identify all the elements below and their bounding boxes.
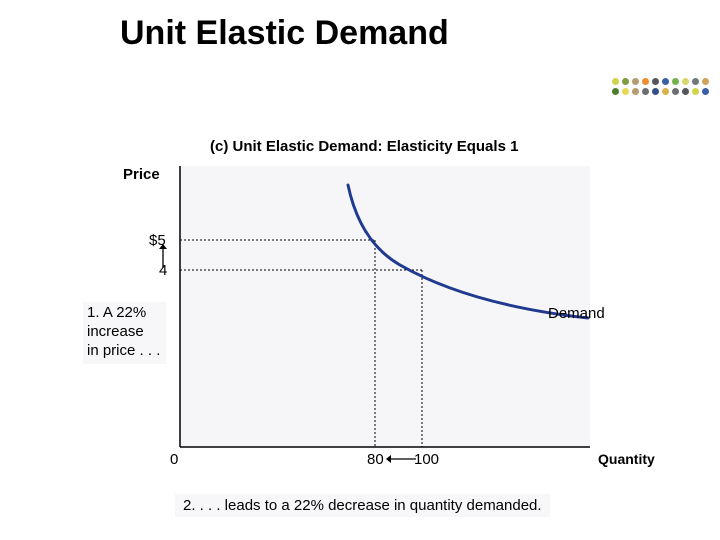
annotation-price-increase: 1. A 22% increase in price . . . [83,302,166,364]
plot-background [180,166,590,447]
origin-label: 0 [170,451,178,468]
demand-curve-label: Demand [548,305,605,322]
x-tick-100: 100 [414,451,439,468]
y-tick-5: $5 [149,232,166,249]
x-axis-label: Quantity [598,451,655,467]
quantity-decrease-arrow [386,455,416,463]
annotation-quantity-decrease: 2. . . . leads to a 22% decrease in quan… [175,494,550,517]
x-tick-80: 80 [367,451,384,468]
annotation-line: 1. A 22% [87,304,160,323]
annotation-line: increase [87,323,160,342]
y-tick-4: 4 [159,262,167,279]
y-axis-label: Price [123,166,160,183]
annotation-line: in price . . . [87,342,160,361]
